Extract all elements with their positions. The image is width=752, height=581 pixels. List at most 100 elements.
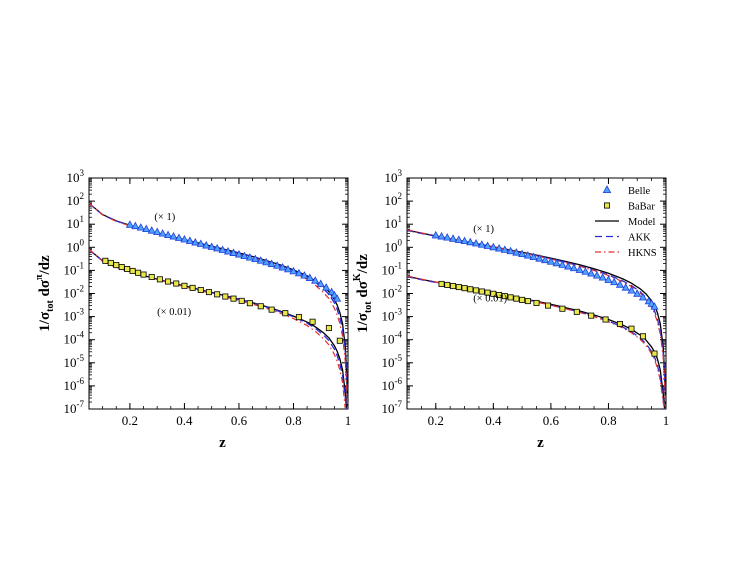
kaon-babar-point — [490, 290, 497, 297]
kaon-y-tick-label: 101 — [385, 214, 403, 231]
pion-belle-point — [229, 248, 238, 256]
pion-belle-point — [262, 257, 271, 266]
pion-y-tick-label: 10-6 — [64, 376, 85, 393]
kaon-babar-point — [513, 295, 520, 302]
pion-belle-point — [174, 233, 184, 241]
kaon-belle-point — [466, 237, 475, 246]
kaon-belle-point — [500, 245, 509, 253]
kaon-babar-point — [588, 312, 595, 319]
kaon-belle-point — [615, 280, 625, 288]
kaon-babar-point — [519, 296, 526, 303]
kaon-belle-point — [610, 277, 619, 286]
kaon-scale-annotation: (× 1) — [473, 224, 494, 235]
kaon-belle-point — [552, 258, 561, 267]
kaon-belle-point — [598, 273, 607, 281]
pion-y-tick-label: 10-5 — [64, 353, 85, 370]
kaon-belle-point — [512, 248, 521, 256]
kaon-legend: Belle BaBar Model AKK HKNS — [595, 185, 657, 259]
pion-babar-point — [268, 306, 275, 313]
pion-x-tick-label: 0.6 — [231, 413, 248, 428]
pion-model-curve-x1 — [89, 202, 348, 409]
kaon-y-tick-label: 10-2 — [382, 284, 403, 301]
pion-belle-point — [256, 256, 265, 264]
kaon-plot-area — [407, 229, 666, 409]
pion-babar-point — [257, 303, 264, 310]
kaon-babar-point — [501, 293, 508, 300]
pion-babar-point — [230, 295, 237, 302]
kaon-babar-point — [461, 285, 468, 292]
pion-x-tick-label: 0.2 — [122, 413, 138, 428]
pion-belle-point — [196, 239, 205, 247]
pion-y-axis-title: 1/σtot dσπ/dz — [34, 255, 56, 332]
kaon-babar-point — [651, 350, 658, 357]
kaon-hkns-curve-x1 — [407, 229, 666, 409]
pion-belle-point — [294, 268, 304, 277]
kaon-belle-point — [506, 246, 515, 255]
kaon-hkns-curve-x0p01 — [407, 275, 666, 409]
legend-belle-marker — [602, 185, 612, 194]
kaon-y-tick-label: 10-7 — [382, 399, 403, 416]
pion-babar-point — [148, 273, 155, 280]
pion-babar-point — [325, 325, 332, 332]
pion-belle-point — [234, 250, 244, 258]
pion-y-tick-label: 10-4 — [64, 330, 85, 347]
kaon-belle-point — [523, 251, 532, 259]
legend-hkns-label: HKNS — [628, 248, 657, 259]
pion-babar-point — [222, 293, 229, 300]
pion-plot-area — [89, 202, 348, 409]
kaon-babar-point — [455, 284, 462, 291]
pion-belle-point — [305, 273, 314, 281]
pion-belle-point — [158, 229, 167, 237]
kaon-belle-point — [454, 235, 463, 243]
pion-y-tick-label: 10-3 — [64, 307, 85, 324]
kaon-belle-point — [483, 241, 492, 249]
kaon-x-tick-label: 0.2 — [428, 413, 444, 428]
kaon-belle-point — [437, 232, 446, 240]
legend-model-label: Model — [628, 217, 655, 228]
pion-babar-point — [295, 314, 302, 321]
pion-babar-point — [102, 257, 109, 264]
kaon-y-tick-label: 100 — [385, 237, 403, 254]
kaon-x-axis-title: z — [537, 435, 544, 451]
pion-babar-point — [165, 278, 172, 285]
kaon-belle-point — [627, 286, 636, 294]
kaon-y-tick-label: 10-3 — [382, 307, 403, 324]
kaon-babar-point — [507, 294, 514, 301]
pion-y-tick-label: 10-7 — [64, 399, 85, 416]
legend-akk-label: AKK — [628, 233, 651, 244]
kaon-babar-point — [496, 292, 503, 299]
kaon-babar-point — [545, 302, 552, 309]
kaon-babar-point — [602, 316, 609, 323]
kaon-y-tick-label: 10-5 — [382, 353, 403, 370]
kaon-babar-point — [573, 308, 580, 315]
kaon-belle-point — [650, 302, 659, 310]
kaon-belle-point — [460, 236, 469, 245]
kaon-babar-point — [533, 299, 540, 306]
pion-babar-point — [282, 310, 289, 317]
kaon-belle-point — [569, 263, 578, 272]
kaon-akk-curve-x1 — [407, 229, 666, 409]
pion-belle-point — [213, 243, 222, 252]
pion-babar-point — [181, 282, 188, 289]
kaon-babar-point — [639, 333, 646, 340]
legend-babar-label: BaBar — [628, 202, 655, 213]
pion-belle-point — [147, 226, 156, 234]
kaon-plot-frame — [406, 177, 667, 410]
pion-belle-point — [180, 234, 189, 243]
pion-babar-point — [113, 262, 120, 269]
pion-babar-point — [189, 284, 196, 291]
kaon-x-tick-label: 0.6 — [543, 413, 560, 428]
pion-y-tick-label: 10-1 — [64, 260, 85, 277]
pion-babar-point — [156, 276, 163, 283]
pion-babar-point — [246, 300, 253, 307]
legend-belle-label: Belle — [628, 186, 650, 197]
pion-belle-point — [289, 266, 298, 275]
pion-belle-point — [267, 259, 276, 267]
pion-babar-point — [124, 265, 131, 272]
kaon-belle-point — [443, 233, 452, 241]
kaon-belle-point — [575, 265, 584, 273]
pion-belle-point — [273, 261, 282, 269]
pion-y-tick-label: 101 — [67, 214, 85, 231]
pion-x-tick-label: 0.4 — [176, 413, 193, 428]
pion-belle-point — [131, 221, 140, 230]
